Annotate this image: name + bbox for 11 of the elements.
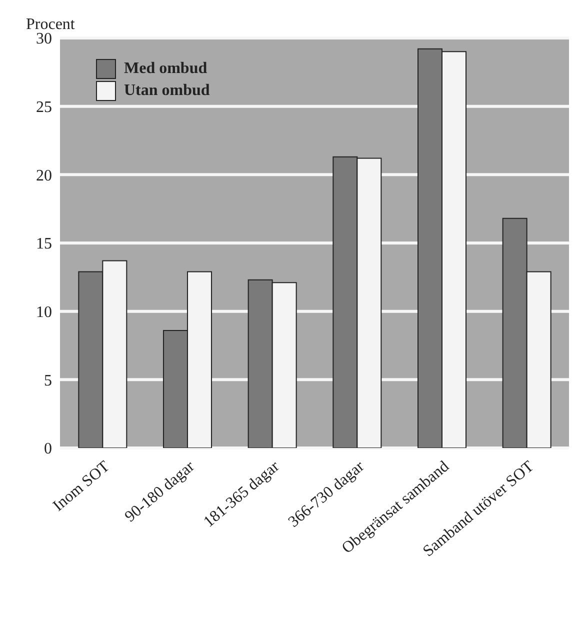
- y-tick-label: 25: [36, 99, 52, 116]
- legend-label: Med ombud: [124, 60, 208, 78]
- y-tick-label: 10: [36, 304, 52, 322]
- y-tick-label: 0: [44, 440, 52, 458]
- x-tick-label: Inom SOT: [50, 458, 114, 515]
- y-tick-label: 15: [36, 236, 52, 253]
- y-tick-label: 20: [36, 167, 52, 184]
- y-tick-label: 30: [36, 30, 52, 48]
- y-axis-title: Procent: [26, 16, 75, 33]
- y-tick-label: 5: [44, 372, 52, 390]
- legend-label: Utan ombud: [124, 82, 210, 100]
